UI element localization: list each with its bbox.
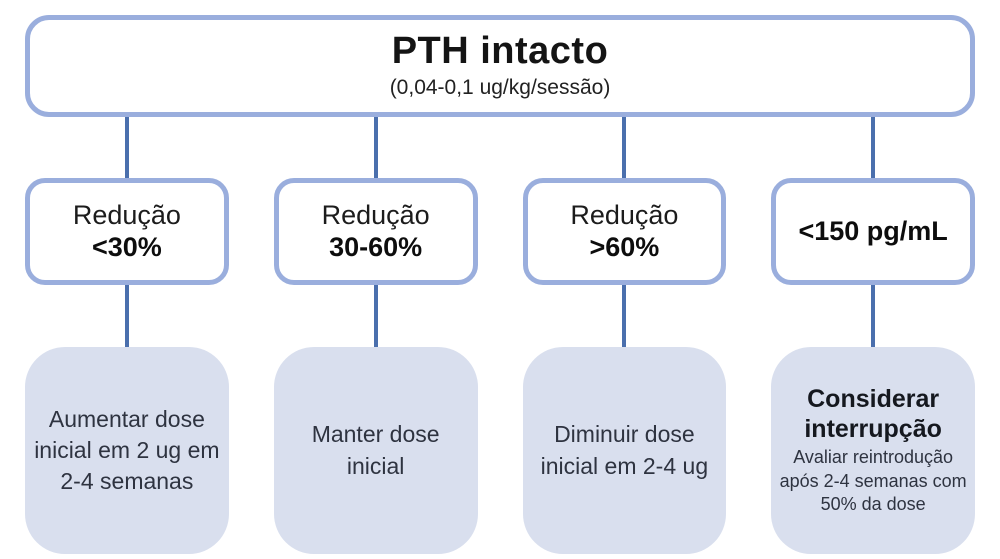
condition-value: <30% <box>91 231 162 262</box>
action-text: Manter dose inicial <box>311 421 440 479</box>
connector-line <box>871 117 876 178</box>
connector-line <box>124 285 129 347</box>
connector-line <box>373 117 378 178</box>
condition-box-reducao-30-60: Redução 30-60% <box>273 178 478 285</box>
branch-column-reducao-menor-30: Redução <30% Aumentar dose inicial em 2 … <box>25 117 229 554</box>
connector-line <box>124 117 129 178</box>
condition-box-reducao-menor-30: Redução <30% <box>25 178 229 285</box>
action-title: Considerar interrupção <box>804 385 942 444</box>
action-box-considerar-interrupcao: Considerar interrupção Avaliar reintrodu… <box>771 347 975 554</box>
condition-value: >60% <box>589 231 660 262</box>
branch-columns: Redução <30% Aumentar dose inicial em 2 … <box>25 117 975 554</box>
action-box-manter-dose: Manter dose inicial <box>273 347 478 554</box>
connector-line <box>373 285 378 347</box>
condition-value: <150 pg/mL <box>798 216 948 246</box>
condition-value: 30-60% <box>329 231 423 262</box>
condition-box-reducao-maior-60: Redução >60% <box>522 178 727 285</box>
action-box-aumentar-dose: Aumentar dose inicial em 2 ug em 2-4 sem… <box>25 347 229 554</box>
condition-label: Redução <box>321 200 430 231</box>
connector-line <box>622 285 627 347</box>
branch-column-reducao-30-60: Redução 30-60% Manter dose inicial <box>273 117 478 554</box>
connector-line <box>622 117 627 178</box>
action-subtext: Avaliar reintrodução após 2-4 semanas co… <box>779 447 967 515</box>
connector-line <box>871 285 876 347</box>
action-box-diminuir-dose: Diminuir dose inicial em 2-4 ug <box>522 347 727 554</box>
root-node-pth-intacto: PTH intacto (0,04-0,1 ug/kg/sessão) <box>25 15 975 117</box>
condition-label: Redução <box>72 200 181 231</box>
branch-column-reducao-maior-60: Redução >60% Diminuir dose inicial em 2-… <box>522 117 727 554</box>
root-subtitle: (0,04-0,1 ug/kg/sessão) <box>389 75 611 99</box>
condition-label: Redução <box>570 200 679 231</box>
action-text: Aumentar dose inicial em 2 ug em 2-4 sem… <box>34 405 220 495</box>
root-title: PTH intacto <box>391 30 609 73</box>
branch-column-pth-menor-150: <150 pg/mL Considerar interrupção Avalia… <box>771 117 975 554</box>
condition-box-pth-menor-150: <150 pg/mL <box>771 178 975 285</box>
action-text: Diminuir dose inicial em 2-4 ug <box>540 421 709 479</box>
